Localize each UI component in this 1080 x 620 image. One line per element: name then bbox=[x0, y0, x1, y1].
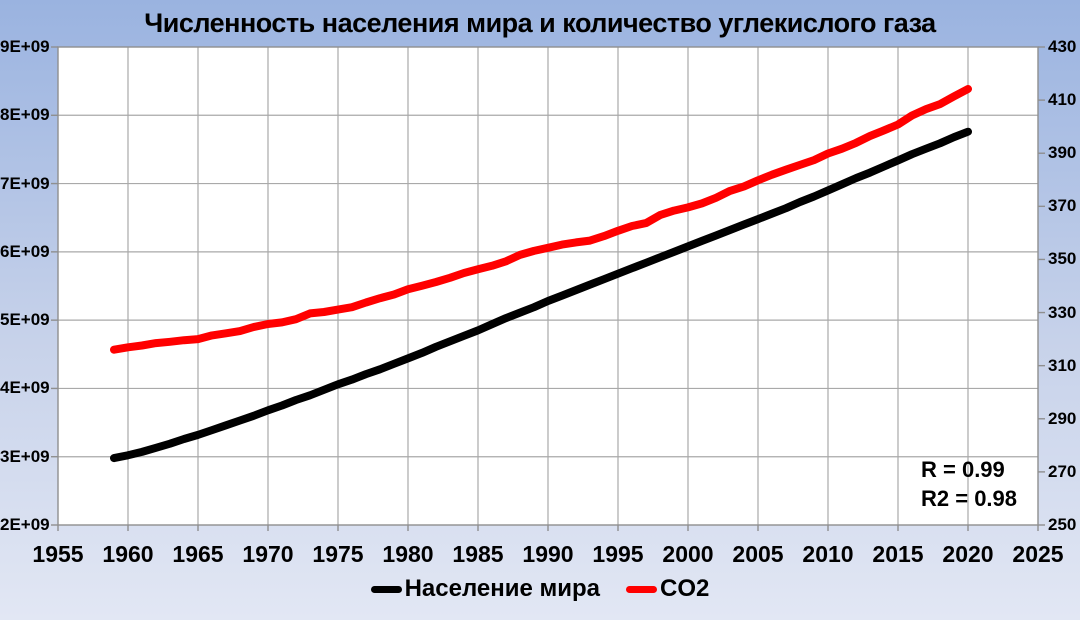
x-axis-tick-label: 2000 bbox=[662, 541, 714, 567]
legend-label-population: Население мира bbox=[404, 575, 601, 602]
x-axis-tick-label: 1990 bbox=[522, 541, 574, 567]
left-axis-tick-label: 3E+09 bbox=[0, 446, 50, 466]
x-axis-tick-label: 1995 bbox=[592, 541, 644, 567]
legend-marker-population bbox=[370, 585, 402, 593]
x-axis-tick-label: 2005 bbox=[732, 541, 784, 567]
legend-item-co2: CO2 bbox=[626, 575, 709, 603]
right-axis-tick-label: 270 bbox=[1048, 461, 1077, 481]
x-axis-tick-label: 1960 bbox=[102, 541, 154, 567]
x-axis-tick-label: 1955 bbox=[32, 541, 84, 567]
x-axis-tick-label: 1970 bbox=[242, 541, 294, 567]
legend-marker-co2 bbox=[626, 585, 658, 593]
left-axis-tick-label: 2E+09 bbox=[0, 515, 50, 534]
x-axis-tick-label: 2010 bbox=[802, 541, 854, 567]
x-axis-tick-label: 2025 bbox=[1012, 541, 1064, 567]
right-axis-tick-label: 410 bbox=[1048, 90, 1077, 110]
right-axis-tick-label: 350 bbox=[1048, 249, 1077, 269]
left-axis-tick-label: 9E+09 bbox=[0, 37, 50, 56]
x-axis-tick-label: 1980 bbox=[382, 541, 434, 567]
legend: Население мира CO2 bbox=[0, 572, 1080, 606]
chart-title: Численность населения мира и количество … bbox=[144, 8, 936, 38]
x-axis-tick-label: 2020 bbox=[942, 541, 994, 567]
x-axis-tick-label: 1975 bbox=[312, 541, 364, 567]
x-axis-tick-label: 1965 bbox=[172, 541, 224, 567]
right-axis-tick-label: 370 bbox=[1048, 196, 1077, 216]
right-axis-tick-label: 290 bbox=[1048, 408, 1077, 428]
left-axis-tick-label: 7E+09 bbox=[0, 173, 50, 193]
correlation-annotation: R = 0.99 R2 = 0.98 bbox=[921, 455, 1017, 513]
right-axis-tick-label: 310 bbox=[1048, 355, 1077, 375]
r2-value: R2 = 0.98 bbox=[921, 486, 1018, 511]
right-axis-tick-label: 250 bbox=[1048, 515, 1077, 534]
series-line-population bbox=[110, 127, 972, 463]
legend-item-population: Население мира bbox=[370, 575, 601, 603]
x-axis-tick-label: 2015 bbox=[872, 541, 924, 567]
right-axis-tick-label: 430 bbox=[1048, 37, 1077, 56]
right-axis-tick-label: 330 bbox=[1048, 302, 1077, 322]
r-value: R = 0.99 bbox=[921, 457, 1005, 482]
left-axis-tick-label: 8E+09 bbox=[0, 105, 50, 125]
left-axis-tick-label: 5E+09 bbox=[0, 310, 50, 330]
left-axis-tick-label: 6E+09 bbox=[0, 241, 50, 261]
left-axis-tick-label: 4E+09 bbox=[0, 378, 50, 398]
series-line-co2 bbox=[110, 85, 972, 354]
x-axis-tick-label: 1985 bbox=[452, 541, 504, 567]
legend-label-co2: CO2 bbox=[660, 575, 710, 602]
right-axis-tick-label: 390 bbox=[1048, 143, 1077, 163]
